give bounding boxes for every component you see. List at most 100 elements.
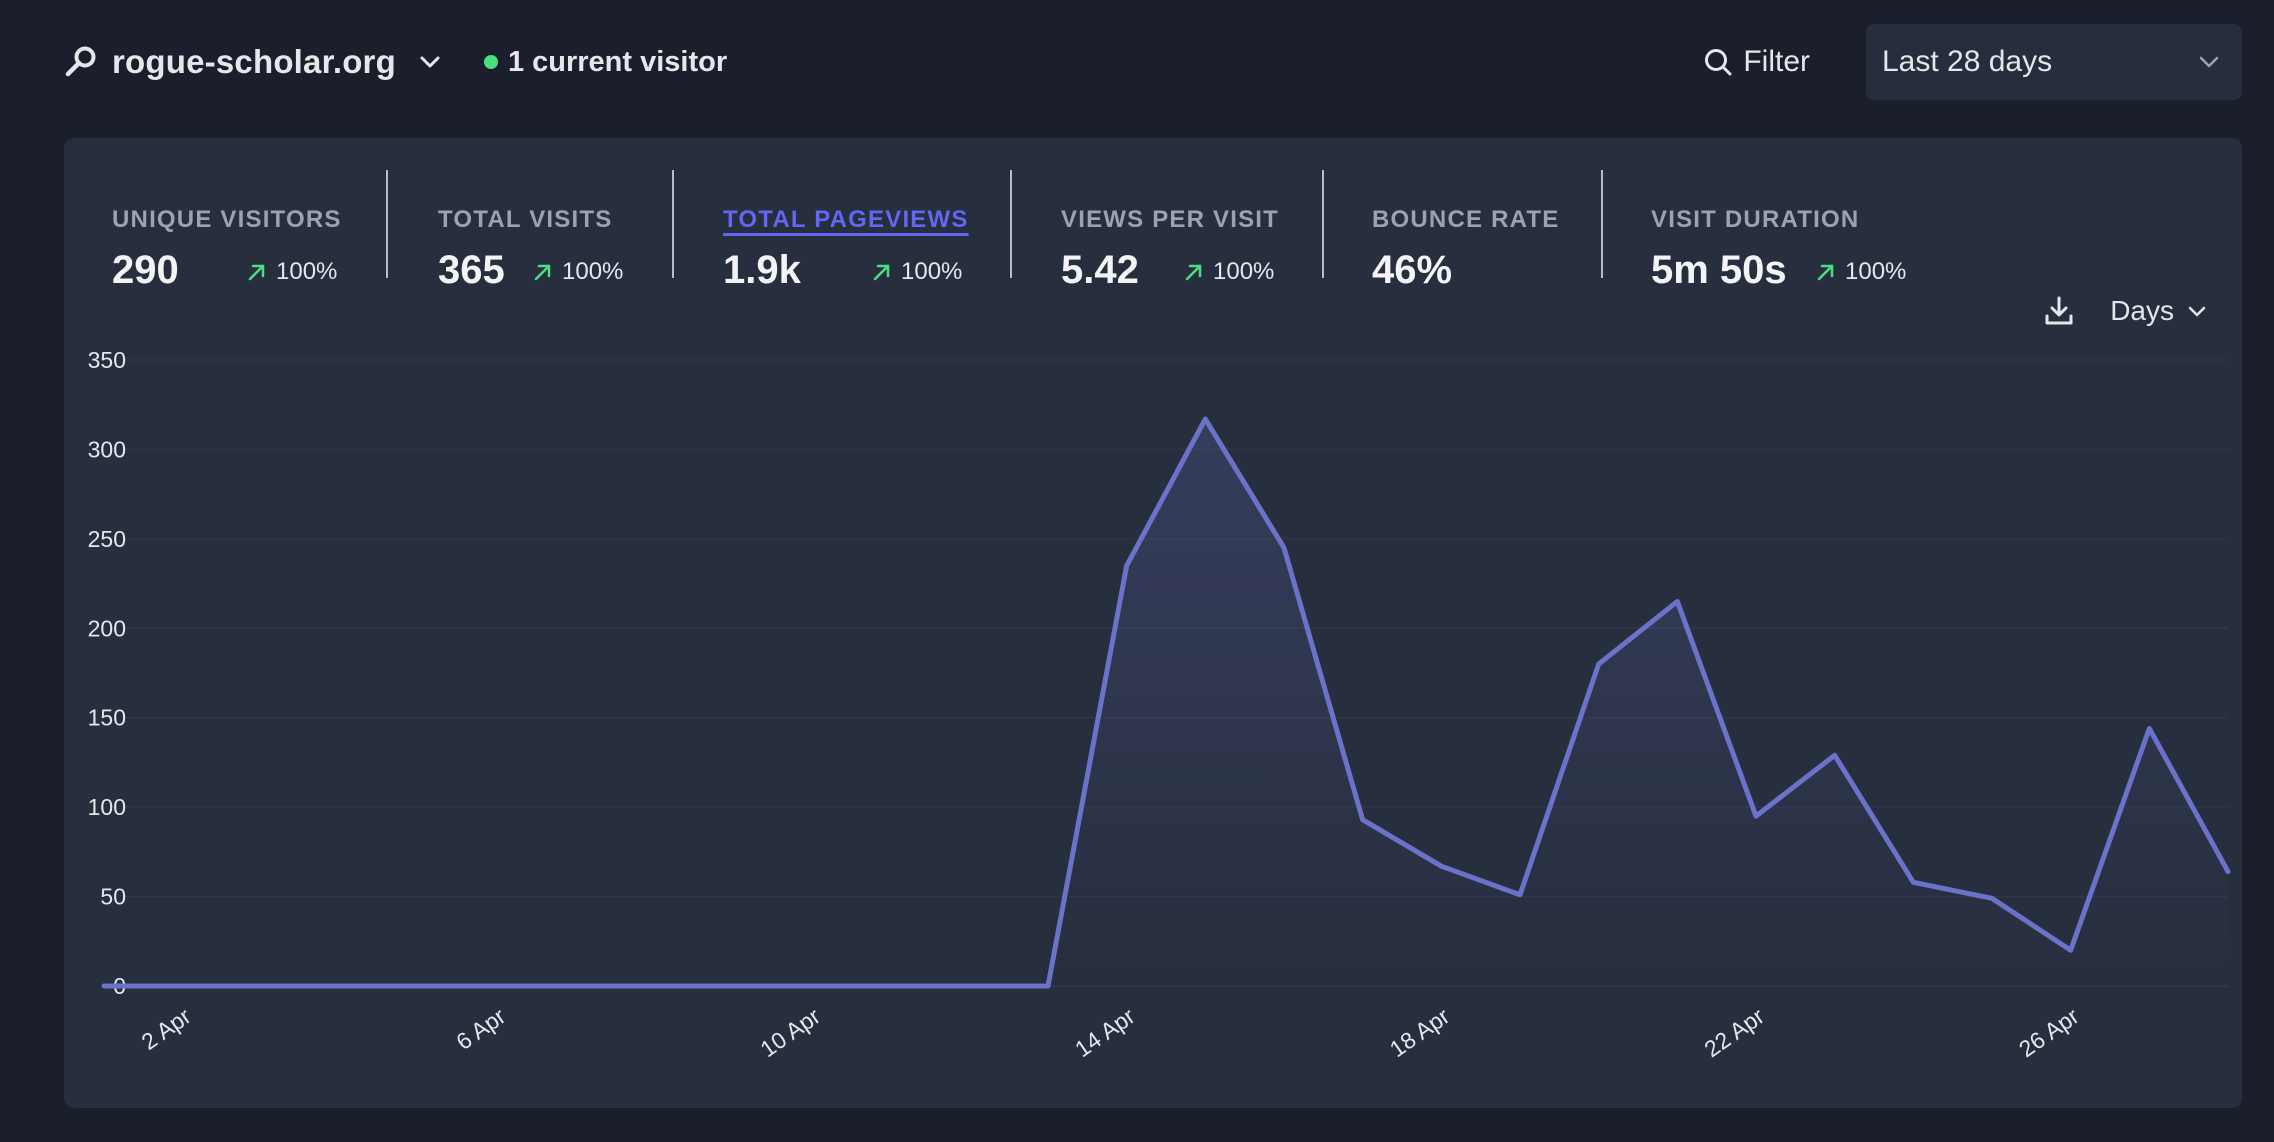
- y-tick-label: 250: [88, 526, 126, 552]
- stat-value: 365: [438, 248, 505, 292]
- stat-value: 5.42: [1061, 248, 1139, 292]
- data-point[interactable]: [2220, 864, 2236, 880]
- y-tick-label: 350: [88, 347, 126, 373]
- filter-button[interactable]: Filter: [1703, 45, 1810, 79]
- current-visitors-label: 1 current visitor: [507, 45, 728, 78]
- stat-bounce-rate[interactable]: BOUNCE RATE 46%: [1372, 170, 1592, 292]
- y-tick-label: 300: [88, 436, 126, 462]
- top-bar: rogue-scholar.org 1 current visitor Filt…: [64, 22, 2242, 102]
- interval-picker[interactable]: Days: [2110, 295, 2208, 327]
- site-switcher[interactable]: rogue-scholar.org: [64, 43, 444, 81]
- period-label: Last 28 days: [1882, 45, 2053, 78]
- data-point[interactable]: [1433, 858, 1449, 874]
- stat-change: 100%: [532, 258, 623, 286]
- magnifier-icon: [64, 45, 98, 79]
- arrow-up-right-icon: [1817, 264, 1834, 281]
- stat-change: 100%: [871, 258, 962, 286]
- stat-label: BOUNCE RATE: [1372, 206, 1560, 233]
- chevron-down-icon: [2196, 49, 2222, 75]
- data-point[interactable]: [804, 978, 820, 994]
- chart-tools: Days: [2042, 294, 2208, 328]
- data-point[interactable]: [332, 978, 348, 994]
- stat-visit-duration[interactable]: VISIT DURATION 5m 50s 100%: [1651, 170, 1941, 292]
- data-point[interactable]: [1984, 890, 2000, 906]
- x-tick-label: 26 Apr: [2014, 1003, 2084, 1063]
- stat-unique-visitors[interactable]: UNIQUE VISITORS 290 100%: [112, 170, 402, 292]
- stat-change-value: 100%: [1845, 258, 1907, 285]
- x-tick-label: 18 Apr: [1385, 1003, 1455, 1063]
- y-tick-label: 100: [88, 794, 126, 820]
- stat-divider: [1601, 170, 1603, 278]
- data-point[interactable]: [489, 978, 505, 994]
- chevron-down-icon: [2186, 300, 2208, 322]
- stat-divider: [1322, 170, 1324, 278]
- site-name: rogue-scholar.org: [112, 43, 396, 80]
- search-icon: [1703, 47, 1733, 77]
- data-point[interactable]: [411, 978, 427, 994]
- stat-total-pageviews[interactable]: TOTAL PAGEVIEWS 1.9k 100%: [723, 170, 1013, 292]
- data-point[interactable]: [2063, 942, 2079, 958]
- stat-value: 5m 50s: [1651, 248, 1787, 292]
- data-point[interactable]: [1355, 812, 1371, 828]
- stat-change: 100%: [1183, 258, 1274, 286]
- data-point[interactable]: [1119, 558, 1135, 574]
- stat-label: TOTAL PAGEVIEWS: [723, 206, 969, 233]
- data-point[interactable]: [1748, 808, 1764, 824]
- current-visitors[interactable]: 1 current visitor: [483, 45, 728, 79]
- y-tick-label: 50: [100, 884, 126, 910]
- arrow-up-right-icon: [534, 264, 551, 281]
- interval-label: Days: [2110, 295, 2174, 326]
- x-tick-label: 10 Apr: [755, 1003, 825, 1063]
- data-point[interactable]: [253, 978, 269, 994]
- x-tick-label: 2 Apr: [137, 1003, 196, 1055]
- stat-divider: [1010, 170, 1012, 278]
- data-point[interactable]: [1827, 747, 1843, 763]
- x-tick-label: 14 Apr: [1070, 1003, 1140, 1063]
- stat-value: 1.9k: [723, 248, 801, 292]
- x-tick-label: 6 Apr: [451, 1003, 510, 1055]
- period-picker[interactable]: Last 28 days: [1866, 24, 2242, 100]
- data-point[interactable]: [1512, 887, 1528, 903]
- data-point[interactable]: [568, 978, 584, 994]
- stat-label: UNIQUE VISITORS: [112, 206, 342, 233]
- arrow-up-right-icon: [1185, 264, 1202, 281]
- stat-divider: [672, 170, 674, 278]
- stat-change-value: 100%: [276, 258, 338, 285]
- data-point[interactable]: [1669, 593, 1685, 609]
- download-icon[interactable]: [2042, 294, 2076, 328]
- y-tick-label: 150: [88, 705, 126, 731]
- stat-change-value: 100%: [901, 258, 963, 285]
- x-tick-label: 22 Apr: [1699, 1003, 1769, 1063]
- stat-change: 100%: [246, 258, 337, 286]
- data-point[interactable]: [1276, 540, 1292, 556]
- data-point[interactable]: [2141, 720, 2157, 736]
- stat-label: TOTAL VISITS: [438, 206, 613, 233]
- data-point[interactable]: [1905, 874, 1921, 890]
- stat-change: 100%: [1815, 258, 1906, 286]
- series-line[interactable]: [101, 416, 2231, 989]
- data-point[interactable]: [1040, 978, 1056, 994]
- stat-total-visits[interactable]: TOTAL VISITS 365 100%: [438, 170, 678, 292]
- data-point[interactable]: [175, 978, 191, 994]
- data-point[interactable]: [883, 978, 899, 994]
- data-point[interactable]: [961, 978, 977, 994]
- stat-value: 46%: [1372, 248, 1453, 292]
- stat-change-value: 100%: [562, 258, 624, 285]
- filter-label: Filter: [1743, 45, 1810, 78]
- main-graph-card: UNIQUE VISITORS 290 100% TOTAL VISITS 36…: [64, 138, 2242, 1108]
- data-point[interactable]: [1197, 411, 1213, 427]
- stat-label: VIEWS PER VISIT: [1061, 206, 1280, 233]
- stat-views-per-visit[interactable]: VIEWS PER VISIT 5.42 100%: [1061, 170, 1321, 292]
- arrow-up-right-icon: [873, 264, 890, 281]
- data-point[interactable]: [725, 978, 741, 994]
- live-dot-icon: [483, 55, 498, 69]
- series-area: [104, 419, 2228, 987]
- data-point[interactable]: [647, 978, 663, 994]
- stat-change-value: 100%: [1213, 258, 1275, 285]
- data-point[interactable]: [1591, 656, 1607, 672]
- y-tick-label: 200: [88, 615, 126, 641]
- data-point[interactable]: [96, 978, 112, 994]
- stat-value: 290: [112, 248, 179, 292]
- stat-divider: [386, 170, 388, 278]
